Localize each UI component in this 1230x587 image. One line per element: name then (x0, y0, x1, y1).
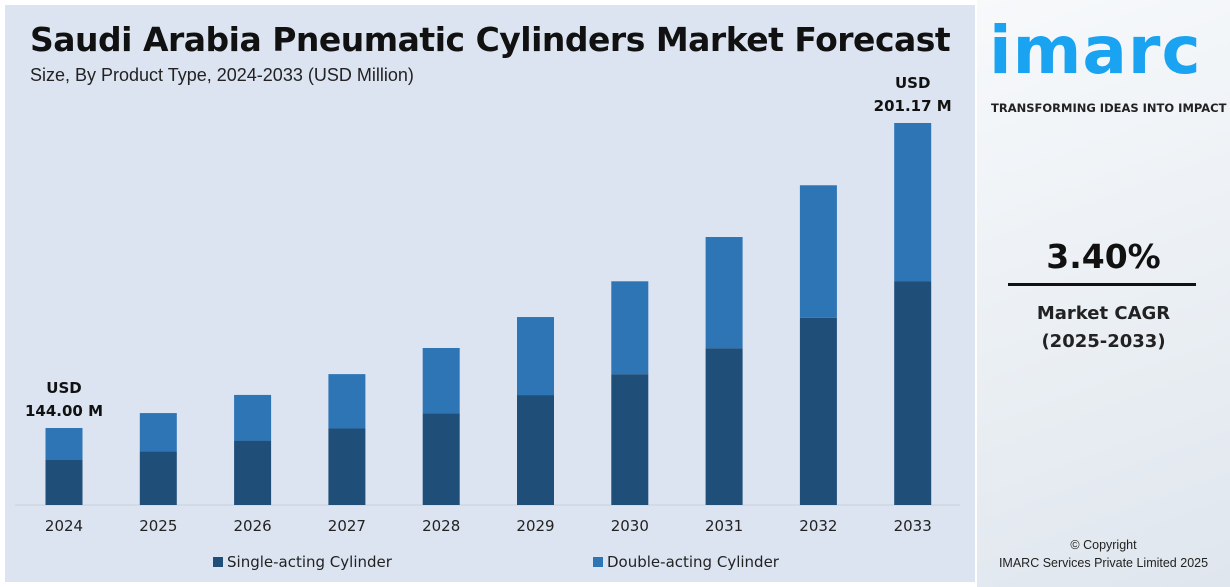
legend-label: Single-acting Cylinder (227, 553, 392, 571)
logo-tagline: TRANSFORMING IDEAS INTO IMPACT (991, 101, 1227, 115)
x-tick-label: 2033 (894, 517, 932, 535)
bar-single-2028 (422, 413, 460, 505)
copyright: © Copyright IMARC Services Private Limite… (977, 536, 1230, 572)
bar-single-2031 (705, 348, 743, 505)
bar-double-2027 (328, 374, 366, 429)
legend-swatch (213, 557, 223, 567)
bar-double-2028 (422, 347, 460, 414)
cagr-label: Market CAGR (2025-2033) (977, 300, 1230, 356)
bar-double-2024 (45, 428, 83, 460)
bar-single-2025 (139, 451, 177, 505)
divider (1008, 283, 1196, 286)
chart-title: Saudi Arabia Pneumatic Cylinders Market … (30, 20, 951, 59)
x-tick-label: 2025 (139, 517, 177, 535)
legend-item-single: Single-acting Cylinder (213, 553, 392, 571)
legend-item-double: Double-acting Cylinder (593, 553, 779, 571)
cagr-label-text: Market CAGR (1036, 303, 1171, 324)
copyright-text: © Copyright (1070, 538, 1137, 552)
x-tick-label: 2027 (328, 517, 366, 535)
bar-single-2026 (234, 440, 272, 505)
bar-double-2025 (139, 413, 177, 452)
bar-double-2031 (705, 237, 743, 349)
x-tick-label: 2031 (705, 517, 743, 535)
x-tick-label: 2026 (234, 517, 272, 535)
total-label-currency: USD (895, 74, 930, 92)
bar-single-2024 (45, 459, 83, 505)
bar-double-2032 (799, 185, 837, 318)
x-tick-label: 2030 (611, 517, 649, 535)
bar-double-2026 (234, 394, 272, 441)
bar-single-2032 (799, 317, 837, 505)
bar-single-2027 (328, 428, 366, 505)
cagr-value: 3.40% (1046, 237, 1161, 276)
side-panel: imarc TRANSFORMING IDEAS INTO IMPACT 3.4… (977, 0, 1230, 587)
total-label-value: 201.17 M (874, 97, 952, 115)
bar-double-2033 (894, 123, 932, 282)
x-tick-label: 2032 (799, 517, 837, 535)
bar-double-2029 (517, 317, 554, 396)
bar-single-2030 (611, 374, 649, 505)
total-label-currency: USD (46, 379, 81, 397)
x-tick-label: 2028 (422, 517, 460, 535)
imarc-logo: imarc (989, 12, 1202, 89)
cagr-period: (2025-2033) (1041, 331, 1166, 352)
bar-single-2029 (517, 395, 554, 505)
legend-swatch (593, 557, 603, 567)
chart-subtitle: Size, By Product Type, 2024-2033 (USD Mi… (30, 65, 414, 85)
company-name: IMARC Services Private Limited 2025 (998, 556, 1209, 570)
bar-double-2030 (611, 281, 649, 375)
legend-label: Double-acting Cylinder (607, 553, 779, 571)
total-label-value: 144.00 M (25, 402, 103, 420)
x-tick-label: 2029 (516, 517, 554, 535)
x-tick-label: 2024 (45, 517, 83, 535)
bar-single-2033 (894, 281, 932, 505)
bar-chart: 2024 USD 144.00 M 2025 2026 2027 2028 2029 2030 2… (15, 74, 960, 535)
